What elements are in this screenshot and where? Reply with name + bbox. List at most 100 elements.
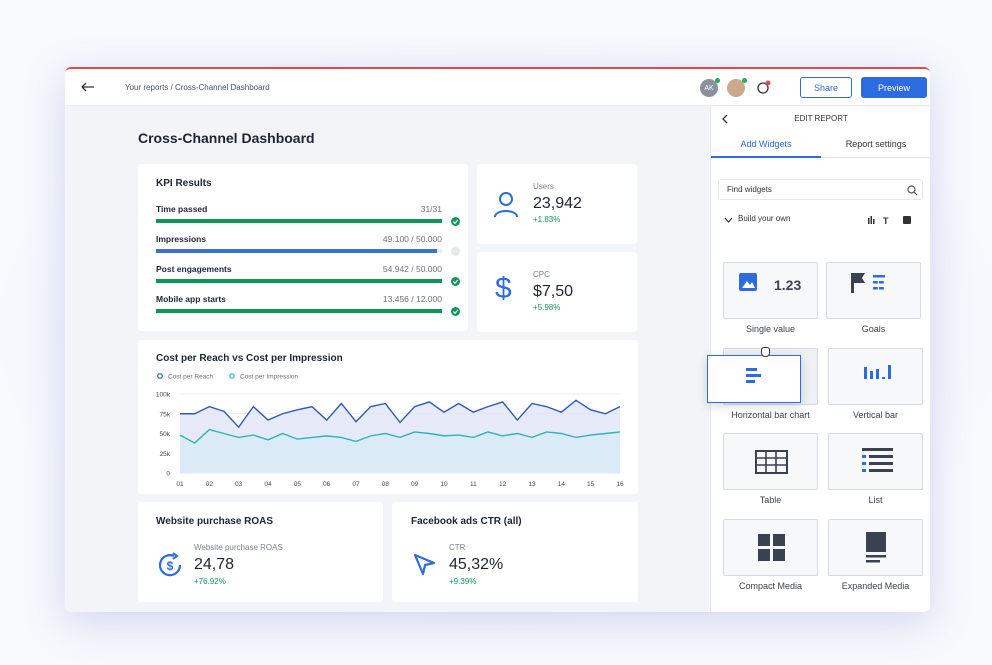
back-arrow[interactable] [81, 81, 95, 93]
avatar[interactable]: AK [700, 79, 718, 97]
icon [876, 368, 879, 379]
chevron[interactable] [724, 217, 733, 224]
icon [873, 275, 885, 278]
icon [862, 448, 893, 451]
icon [756, 451, 787, 473]
tab-active[interactable]: Add Widgets [740, 139, 792, 149]
widget-icon [866, 531, 886, 562]
y-tick-label: 75k [160, 411, 171, 418]
widget-icon [862, 448, 893, 472]
widget-label[interactable]: Horizontal bar chart [731, 409, 810, 420]
widget-tile[interactable] [828, 347, 923, 405]
widget-label[interactable]: Compact Media [738, 580, 803, 591]
widget-label[interactable]: Table [759, 495, 782, 505]
tab-underline [711, 156, 821, 158]
tab[interactable]: Report settings [845, 139, 907, 149]
users-icon [494, 192, 518, 218]
widget-label[interactable]: Goals [861, 324, 886, 334]
kpi-bar [156, 309, 442, 313]
status-icon [451, 217, 460, 226]
icon [746, 380, 755, 383]
kpi-label: Mobile app starts [156, 294, 226, 304]
users-card: Users 23,942 +1.83% [477, 164, 637, 244]
check [452, 279, 459, 285]
icon [888, 364, 891, 379]
x-tick-label: 10 [440, 481, 448, 488]
widget-tile[interactable] [828, 433, 923, 490]
icon [746, 374, 761, 377]
widget-label[interactable]: Expanded Media [841, 580, 910, 591]
kpi-value: 54.942 / 50.000 [382, 264, 442, 274]
roas-card: Website purchase ROAS $ Website purchase… [138, 502, 383, 602]
hand-cursor [761, 347, 770, 357]
widget-label[interactable]: Vertical bar [852, 409, 899, 420]
icon [869, 455, 893, 458]
widget-tile[interactable]: 1.23 [723, 262, 818, 319]
widget-tile[interactable] [828, 518, 923, 576]
legend-marker [229, 373, 235, 379]
share-button[interactable]: Share [800, 77, 852, 98]
breadcrumb[interactable]: Your reports / Cross-Channel Dashboard [125, 83, 270, 92]
kpi-label: Post engagements [156, 264, 232, 274]
comments-icon[interactable] [756, 80, 772, 96]
status-circle [451, 307, 460, 316]
metric-change: +76.92% [194, 577, 226, 586]
x-tick-label: 11 [470, 481, 477, 488]
status-circle [451, 217, 460, 226]
kpi-bar [156, 249, 437, 253]
y-tick-label: 50k [160, 431, 171, 438]
icon [870, 370, 873, 379]
check [452, 219, 459, 225]
metric-value: 23,942 [533, 195, 582, 212]
metric-label: Users [533, 182, 554, 191]
widget-label[interactable]: List [868, 495, 883, 505]
section-title[interactable]: Build your own [738, 214, 791, 223]
kpi-label: Impressions [156, 234, 207, 244]
user-photo[interactable] [727, 79, 745, 97]
icon [862, 462, 866, 465]
cpc-card: $ CPC $7,50 +5.98% [477, 252, 637, 332]
metric-value: 24,78 [194, 556, 235, 573]
icon [873, 281, 878, 284]
metric-value: $7,50 [533, 283, 574, 300]
icon [739, 273, 757, 291]
y-tick-label: 25k [160, 451, 171, 458]
search-box[interactable]: Find widgets [718, 179, 923, 200]
search-placeholder: Find widgets [727, 185, 772, 194]
x-tick-label: 07 [352, 481, 360, 488]
kpi-card: KPI Results Time passed 31/31 Impressions 4… [138, 164, 468, 331]
x-tick-label: 05 [294, 481, 302, 488]
icon [851, 273, 865, 293]
widget-icon [755, 450, 788, 474]
icon [758, 533, 770, 546]
legend-marker [157, 373, 163, 379]
edit-panel: EDIT REPORT Add Widgets Report settings … [707, 106, 930, 612]
dashboard: Cross-Channel Dashboard KPI Results Time… [65, 106, 710, 612]
x-tick-label: 03 [235, 481, 243, 488]
metric-change: +5.98% [533, 303, 561, 312]
widget-icon [758, 533, 785, 561]
widget-icon: 1.23 [739, 273, 801, 293]
icon [869, 469, 893, 472]
icon [758, 548, 770, 561]
dashboard-title: Cross-Channel Dashboard [138, 130, 315, 146]
legend-label: Cost per Reach [168, 374, 214, 381]
icon [773, 533, 785, 546]
section-tools[interactable]: T [866, 215, 922, 225]
line [180, 399, 621, 429]
panel-title: EDIT REPORT [794, 114, 848, 123]
cursor-icon [413, 553, 436, 576]
widget-label[interactable]: Single value [745, 324, 796, 334]
collapse-arrow[interactable] [721, 114, 729, 124]
icon [869, 462, 893, 465]
widget-tile[interactable] [826, 262, 921, 319]
kpi-value: 31/31 [420, 204, 442, 214]
icon [866, 554, 886, 557]
status-circle [451, 247, 460, 256]
metric-label: CPC [533, 270, 550, 279]
preview-button[interactable]: Preview [861, 77, 927, 98]
ctr-card: Facebook ads CTR (all) CTR 45,32% +9.39% [392, 502, 638, 602]
widget-tile[interactable] [723, 433, 818, 490]
widget-tile[interactable] [723, 518, 818, 576]
x-tick-label: 13 [528, 481, 536, 488]
